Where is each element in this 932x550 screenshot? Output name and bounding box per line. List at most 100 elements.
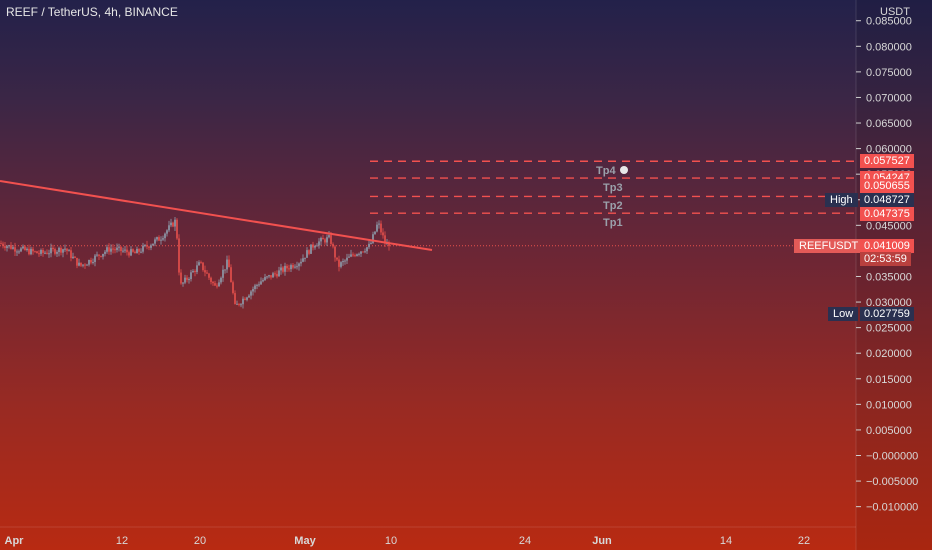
candle-body	[68, 250, 70, 252]
time-tick-label: Apr	[5, 535, 25, 547]
candle-body	[272, 273, 274, 278]
current-price-tag: 0.041009	[860, 239, 914, 253]
candle-body	[112, 248, 114, 250]
candle-body	[224, 269, 226, 271]
candle-body	[152, 243, 154, 246]
time-tick-label: Jun	[592, 535, 612, 547]
candle-body	[382, 232, 384, 236]
candle-body	[300, 261, 302, 264]
price-tick-label: 0.015000	[866, 374, 912, 386]
candle-body	[202, 262, 204, 271]
candle-body	[306, 250, 308, 258]
candle-body	[178, 238, 180, 273]
candle-body	[282, 267, 284, 272]
candle-body	[314, 245, 316, 248]
price-tick-label: 0.080000	[866, 41, 912, 53]
price-tick-label: 0.025000	[866, 323, 912, 335]
price-tick-label: −0.010000	[866, 502, 918, 514]
time-tick-label: May	[294, 535, 316, 547]
price-tick-label: 0.035000	[866, 271, 912, 283]
candle-body	[344, 260, 346, 262]
price-tick-label: 0.065000	[866, 118, 912, 130]
candle-body	[42, 249, 44, 253]
candle-body	[232, 282, 234, 294]
candle-body	[188, 279, 190, 281]
candle-body	[186, 277, 188, 280]
candle-body	[194, 270, 196, 273]
price-tick-label: 0.020000	[866, 348, 912, 360]
candle-body	[84, 264, 86, 266]
candle-body	[118, 246, 120, 248]
candle-body	[338, 259, 340, 267]
candle-body	[66, 248, 68, 251]
candle-body	[144, 244, 146, 246]
candle-body	[236, 303, 238, 305]
price-tick-label: 0.075000	[866, 67, 912, 79]
candle-body	[328, 235, 330, 238]
candle-body	[6, 246, 8, 248]
candle-body	[140, 251, 142, 253]
candle-body	[90, 259, 92, 263]
candle-body	[366, 247, 368, 252]
candle-body	[14, 247, 16, 252]
candle-body	[206, 272, 208, 274]
candle-body	[340, 262, 342, 267]
candle-body	[154, 239, 156, 244]
candle-body	[30, 248, 32, 255]
candle-body	[82, 264, 84, 266]
candle-body	[254, 285, 256, 290]
candle-body	[166, 230, 168, 234]
candle-body	[98, 254, 100, 256]
candle-body	[324, 239, 326, 243]
candle-body	[214, 283, 216, 286]
trendline[interactable]	[0, 180, 433, 251]
candle-body	[192, 270, 194, 273]
candle-body	[248, 295, 250, 298]
candle-body	[168, 225, 170, 231]
candle-body	[234, 293, 236, 304]
candle-body	[388, 243, 390, 247]
candle-body	[132, 249, 134, 252]
candle-body	[350, 254, 352, 257]
price-tick-label: −0.000000	[866, 451, 918, 463]
candle-body	[196, 265, 198, 273]
tp1-label: Tp1	[603, 217, 623, 229]
price-tick-label: 0.030000	[866, 297, 912, 309]
tp3-label: Tp3	[603, 182, 623, 194]
candle-body	[380, 223, 382, 233]
candle-body	[34, 251, 36, 253]
candle-body	[88, 259, 90, 265]
candle-body	[358, 253, 360, 255]
candle-body	[76, 257, 78, 266]
candle-body	[48, 253, 50, 255]
candle-body	[240, 304, 242, 306]
candle-body	[156, 237, 158, 240]
candle-body	[242, 298, 244, 305]
candle-body	[378, 223, 380, 225]
candle-body	[260, 281, 262, 285]
candle-body	[212, 281, 214, 284]
price-tick-label: 0.005000	[866, 425, 912, 437]
candle-body	[158, 237, 160, 241]
candle-body	[218, 282, 220, 287]
candle-body	[18, 251, 20, 253]
candle-body	[220, 277, 222, 283]
candle-body	[104, 251, 106, 254]
time-tick-label: 12	[116, 535, 128, 547]
price-tick-label: 0.070000	[866, 92, 912, 104]
candle-body	[278, 270, 280, 277]
price-axis[interactable]	[856, 0, 932, 550]
candle-body	[274, 273, 276, 275]
candle-body	[164, 233, 166, 239]
candle-body	[384, 235, 386, 244]
candle-body	[264, 277, 266, 281]
candle-body	[52, 247, 54, 250]
candle-body	[28, 248, 30, 255]
candle-body	[44, 252, 46, 254]
high-price-tag: 0.048727	[860, 193, 914, 207]
candle-body	[10, 245, 12, 249]
candle-body	[20, 248, 22, 252]
candle-body	[120, 246, 122, 252]
